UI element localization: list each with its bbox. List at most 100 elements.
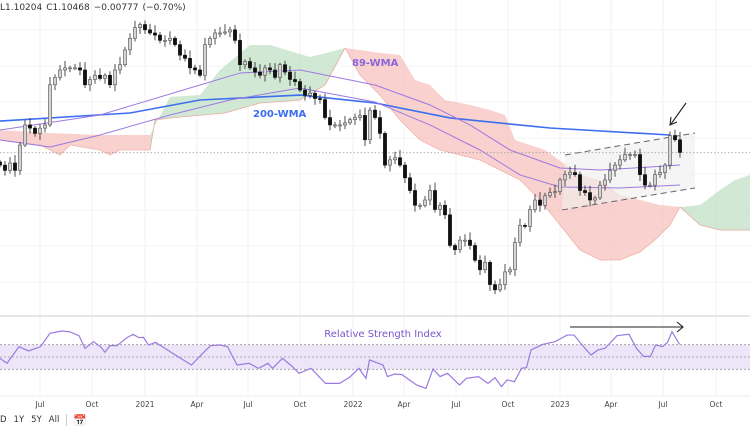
rsi-arrow-icon xyxy=(570,321,684,333)
candle-bear xyxy=(398,157,402,166)
candle-bear xyxy=(403,164,407,179)
candle-bull xyxy=(463,239,467,242)
candle-bear xyxy=(83,69,87,86)
x-tick-label: 2021 xyxy=(135,400,154,409)
candle-bull xyxy=(508,269,512,273)
candle-bull xyxy=(23,124,27,146)
x-tick-label: Oct xyxy=(710,400,723,409)
cloud-span-line xyxy=(149,47,346,151)
channel-upper-line xyxy=(564,132,696,156)
candle-bull xyxy=(68,67,72,70)
candle-bear xyxy=(488,262,492,285)
candle-bull xyxy=(438,204,442,210)
candle-bear xyxy=(523,225,527,227)
x-tick-label: Jul xyxy=(34,400,44,409)
candle-bear xyxy=(233,29,237,41)
candle-bull xyxy=(223,31,227,34)
candle-bear xyxy=(273,69,277,78)
candle-bear xyxy=(643,174,647,186)
trend-channel xyxy=(561,132,696,211)
cloud-bull xyxy=(680,174,750,231)
candle-bear xyxy=(323,99,327,118)
candle-bull xyxy=(483,262,487,271)
candle-bear xyxy=(268,67,272,71)
x-tick-label: Oct xyxy=(86,400,99,409)
candle-bear xyxy=(448,214,452,246)
wma200-label: 200-WMA xyxy=(253,109,307,120)
candle-bull xyxy=(553,191,557,193)
x-tick-label: Jul xyxy=(450,400,460,409)
candle-bull xyxy=(593,197,597,201)
candle-bull xyxy=(513,241,517,271)
candle-bull xyxy=(358,115,362,118)
candle-bear xyxy=(78,67,82,71)
annotation-arrow-icon xyxy=(669,102,687,126)
candle-bear xyxy=(538,199,542,206)
candle-bear xyxy=(408,177,412,191)
candle-bull xyxy=(603,179,607,186)
candle-bull xyxy=(568,172,572,175)
candle-bear xyxy=(158,34,162,41)
candle-bear xyxy=(143,24,147,31)
candle-bull xyxy=(548,192,552,197)
x-tick-label: Jul xyxy=(242,400,252,409)
candle-bull xyxy=(308,92,312,96)
legend-low: L1.10204 xyxy=(0,3,43,13)
candle-bull xyxy=(343,122,347,126)
candle-bull xyxy=(528,209,532,227)
candle-bear xyxy=(238,40,242,65)
candle-bear xyxy=(188,58,192,69)
candle-bear xyxy=(193,67,197,71)
candle-bear xyxy=(383,133,387,166)
range-button-1y[interactable]: 1Y xyxy=(13,415,25,425)
candle-bear xyxy=(153,32,157,36)
candle-bull xyxy=(498,284,502,291)
candle-bear xyxy=(293,79,297,82)
cloud-bear xyxy=(345,47,680,260)
candle-bull xyxy=(418,204,422,207)
candle-bear xyxy=(283,64,287,73)
candle-bull xyxy=(73,67,77,70)
candle-bull xyxy=(598,184,602,199)
candle-bull xyxy=(348,119,352,124)
candle-bull xyxy=(93,74,97,80)
candle-bull xyxy=(623,154,627,161)
candle-bull xyxy=(278,64,282,78)
candle-bear xyxy=(298,81,302,91)
candle-bear xyxy=(108,74,112,86)
legend-close: C1.10468 xyxy=(46,3,90,13)
range-button-all[interactable]: All xyxy=(48,415,60,425)
candle-bull xyxy=(128,37,132,51)
candle-bear xyxy=(0,161,2,166)
candle-bear xyxy=(28,124,32,129)
candle-bear xyxy=(288,71,292,80)
candle-bear xyxy=(3,164,7,171)
candle-bull xyxy=(228,29,232,33)
candle-bull xyxy=(563,174,567,181)
candle-bear xyxy=(148,29,152,34)
candle-bull xyxy=(338,124,342,127)
candle-bear xyxy=(673,135,677,141)
candle-bull xyxy=(628,154,632,156)
candle-bear xyxy=(313,92,317,99)
candle-bull xyxy=(138,24,142,28)
candle-bull xyxy=(613,164,617,171)
candle-bear xyxy=(443,204,447,216)
candle-bull xyxy=(38,127,42,134)
calendar-goto-icon[interactable]: 📅 xyxy=(73,413,88,427)
candle-bear xyxy=(478,259,482,271)
range-button-d[interactable]: D xyxy=(0,415,7,425)
candle-bear xyxy=(183,54,187,59)
candle-bull xyxy=(243,61,247,65)
x-tick-label: Apr xyxy=(398,400,412,409)
candle-bear xyxy=(13,162,17,171)
candle-bear xyxy=(248,61,252,69)
range-button-5y[interactable]: 5Y xyxy=(31,415,42,425)
x-tick-label: Apr xyxy=(191,400,205,409)
candle-bear xyxy=(678,139,682,153)
bottom-toolbar: D 1Y 5Y All 📅 xyxy=(0,410,750,430)
candle-bull xyxy=(123,49,127,65)
time-axis[interactable]: Jul Oct 2021 Apr Jul Oct 2022 Apr Jul Oct 2023 Apr J… xyxy=(34,400,722,409)
candle-bull xyxy=(53,77,57,86)
